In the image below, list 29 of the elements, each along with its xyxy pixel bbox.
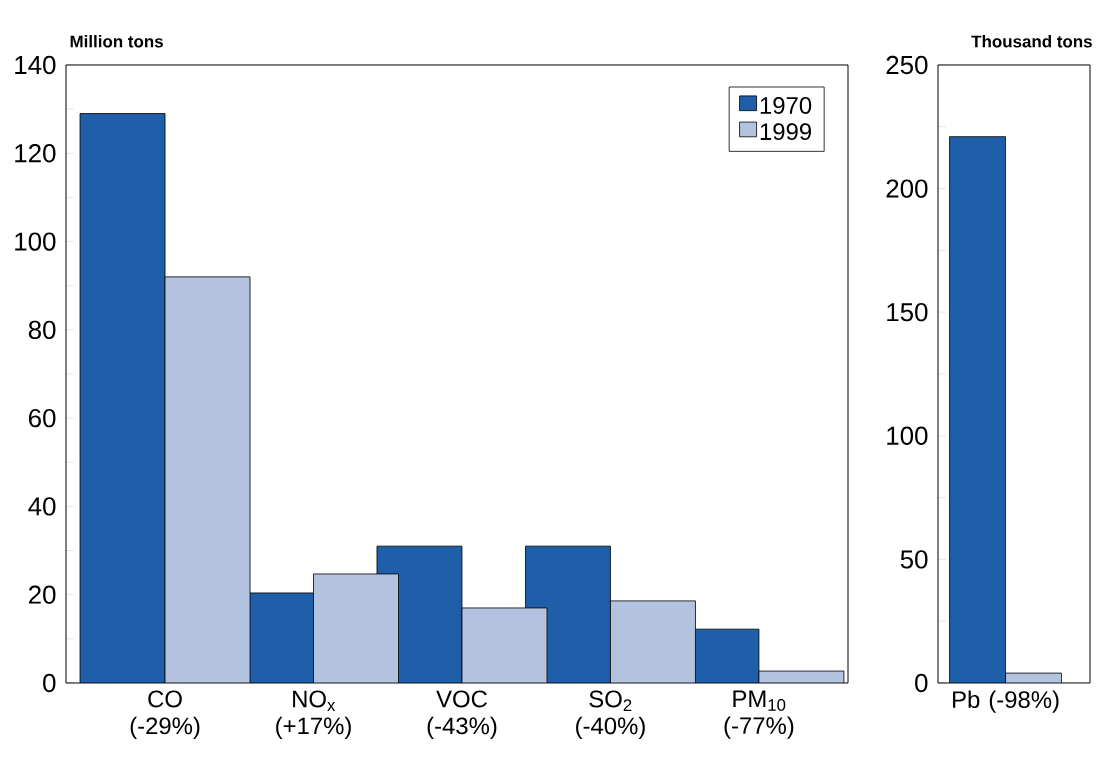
bar — [165, 276, 251, 683]
legend-label: 1970 — [760, 97, 812, 114]
x-tick-label: SO$_{2}$ (-40%) — [576, 690, 645, 740]
bar — [461, 607, 547, 683]
y-tick-label: 60 — [28, 408, 56, 428]
bar — [80, 113, 166, 683]
x-tick-label: CO (-29%) — [130, 690, 200, 740]
bar — [610, 600, 696, 683]
y-tick-label: 100 — [15, 232, 56, 251]
y-tick-label: 120 — [15, 144, 56, 163]
x-tick-label: PM$_{10}$ (-77%) — [724, 690, 794, 739]
y-axis-title: Thousand tons — [971, 35, 1092, 48]
y-tick-label: 100 — [887, 426, 928, 445]
y-tick-label: 0 — [915, 673, 928, 693]
x-tick-label: Pb (-98%) — [953, 690, 1059, 713]
legend-label: 1999 — [760, 123, 812, 141]
x-tick-label: VOC (-43%) — [427, 690, 497, 740]
y-tick-label: 140 — [15, 55, 56, 75]
y-tick-label: 250 — [886, 55, 928, 75]
y-tick-label: 20 — [28, 585, 56, 604]
y-axis-title: Million tons — [70, 35, 163, 48]
x-tick-label: NO$_{x}$ (+17%) — [276, 690, 351, 740]
y-tick-label: 80 — [28, 320, 56, 340]
y-tick-label: 150 — [887, 303, 928, 322]
y-tick-label: 40 — [28, 497, 56, 516]
y-tick-label: 0 — [43, 673, 56, 693]
y-tick-label: 200 — [886, 179, 928, 198]
y-tick-label: 50 — [900, 550, 928, 569]
bar — [313, 573, 399, 683]
